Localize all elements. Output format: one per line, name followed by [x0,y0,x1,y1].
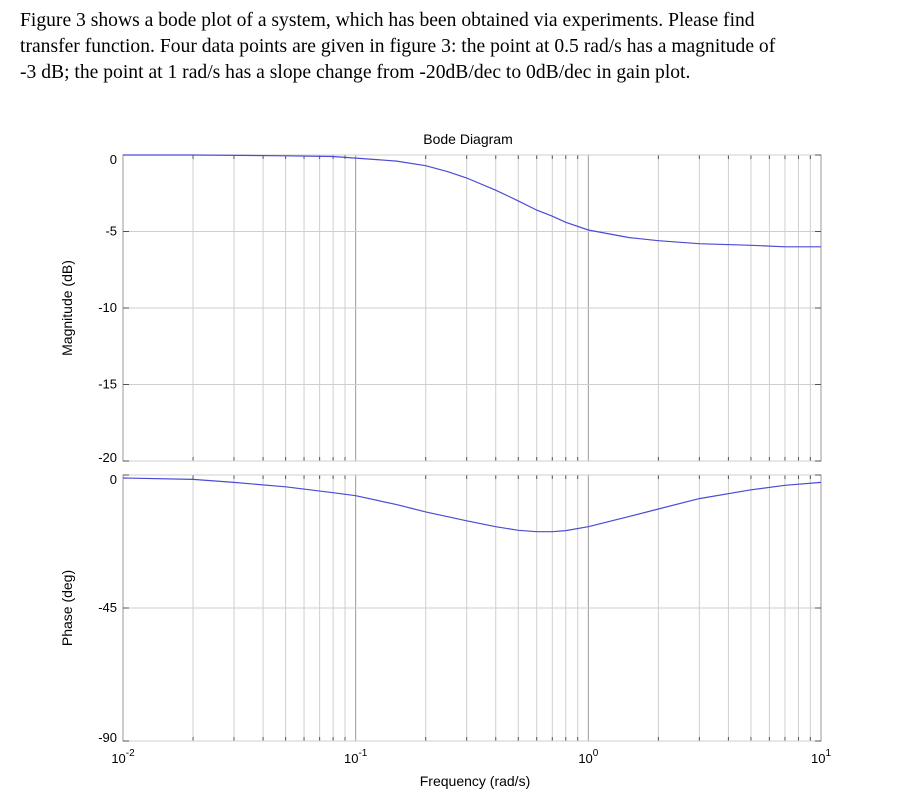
question-text: Figure 3 shows a bode plot of a system, … [20,8,890,86]
magnitude-panel: 0 -5 -10 -15 -20 Magnitude (dB) [59,152,822,465]
chart-title: Bode Diagram [423,131,513,147]
x-tick-label: 101 [811,748,831,766]
magnitude-y-tick-label: 0 [110,152,117,167]
x-tick-label: 10-2 [111,748,135,766]
magnitude-ylabel: Magnitude (dB) [59,260,75,356]
phase-curve [122,477,822,533]
phase-y-tick-label: 0 [110,472,117,487]
phase-y-tick-label: -45 [98,600,117,615]
phase-ylabel: Phase (deg) [59,570,75,646]
x-axis-label: Frequency (rad/s) [420,773,530,789]
phase-y-tick-label: -90 [98,730,117,745]
question-line-3: -3 dB; the point at 1 rad/s has a slope … [20,62,691,83]
x-tick-label: 10-1 [344,748,368,766]
x-tick-label: 100 [578,748,598,766]
magnitude-y-tick-label: -5 [105,224,117,239]
question-line-2: transfer function. Four data points are … [20,36,776,57]
magnitude-y-tick-label: -20 [98,450,117,465]
magnitude-y-tick-label: -15 [98,377,117,392]
phase-panel: 0 -45 -90 Phase (deg) 10-2 10-1 100 101 Frequenc… [59,472,831,789]
question-line-1: Figure 3 shows a bode plot of a system, … [20,10,755,31]
bode-plots: 0 -5 -10 -15 -20 Magnitude (dB) 0 -45 -90 Phase (… [59,152,831,789]
magnitude-curve [123,154,821,248]
magnitude-y-tick-label: -10 [98,300,117,315]
